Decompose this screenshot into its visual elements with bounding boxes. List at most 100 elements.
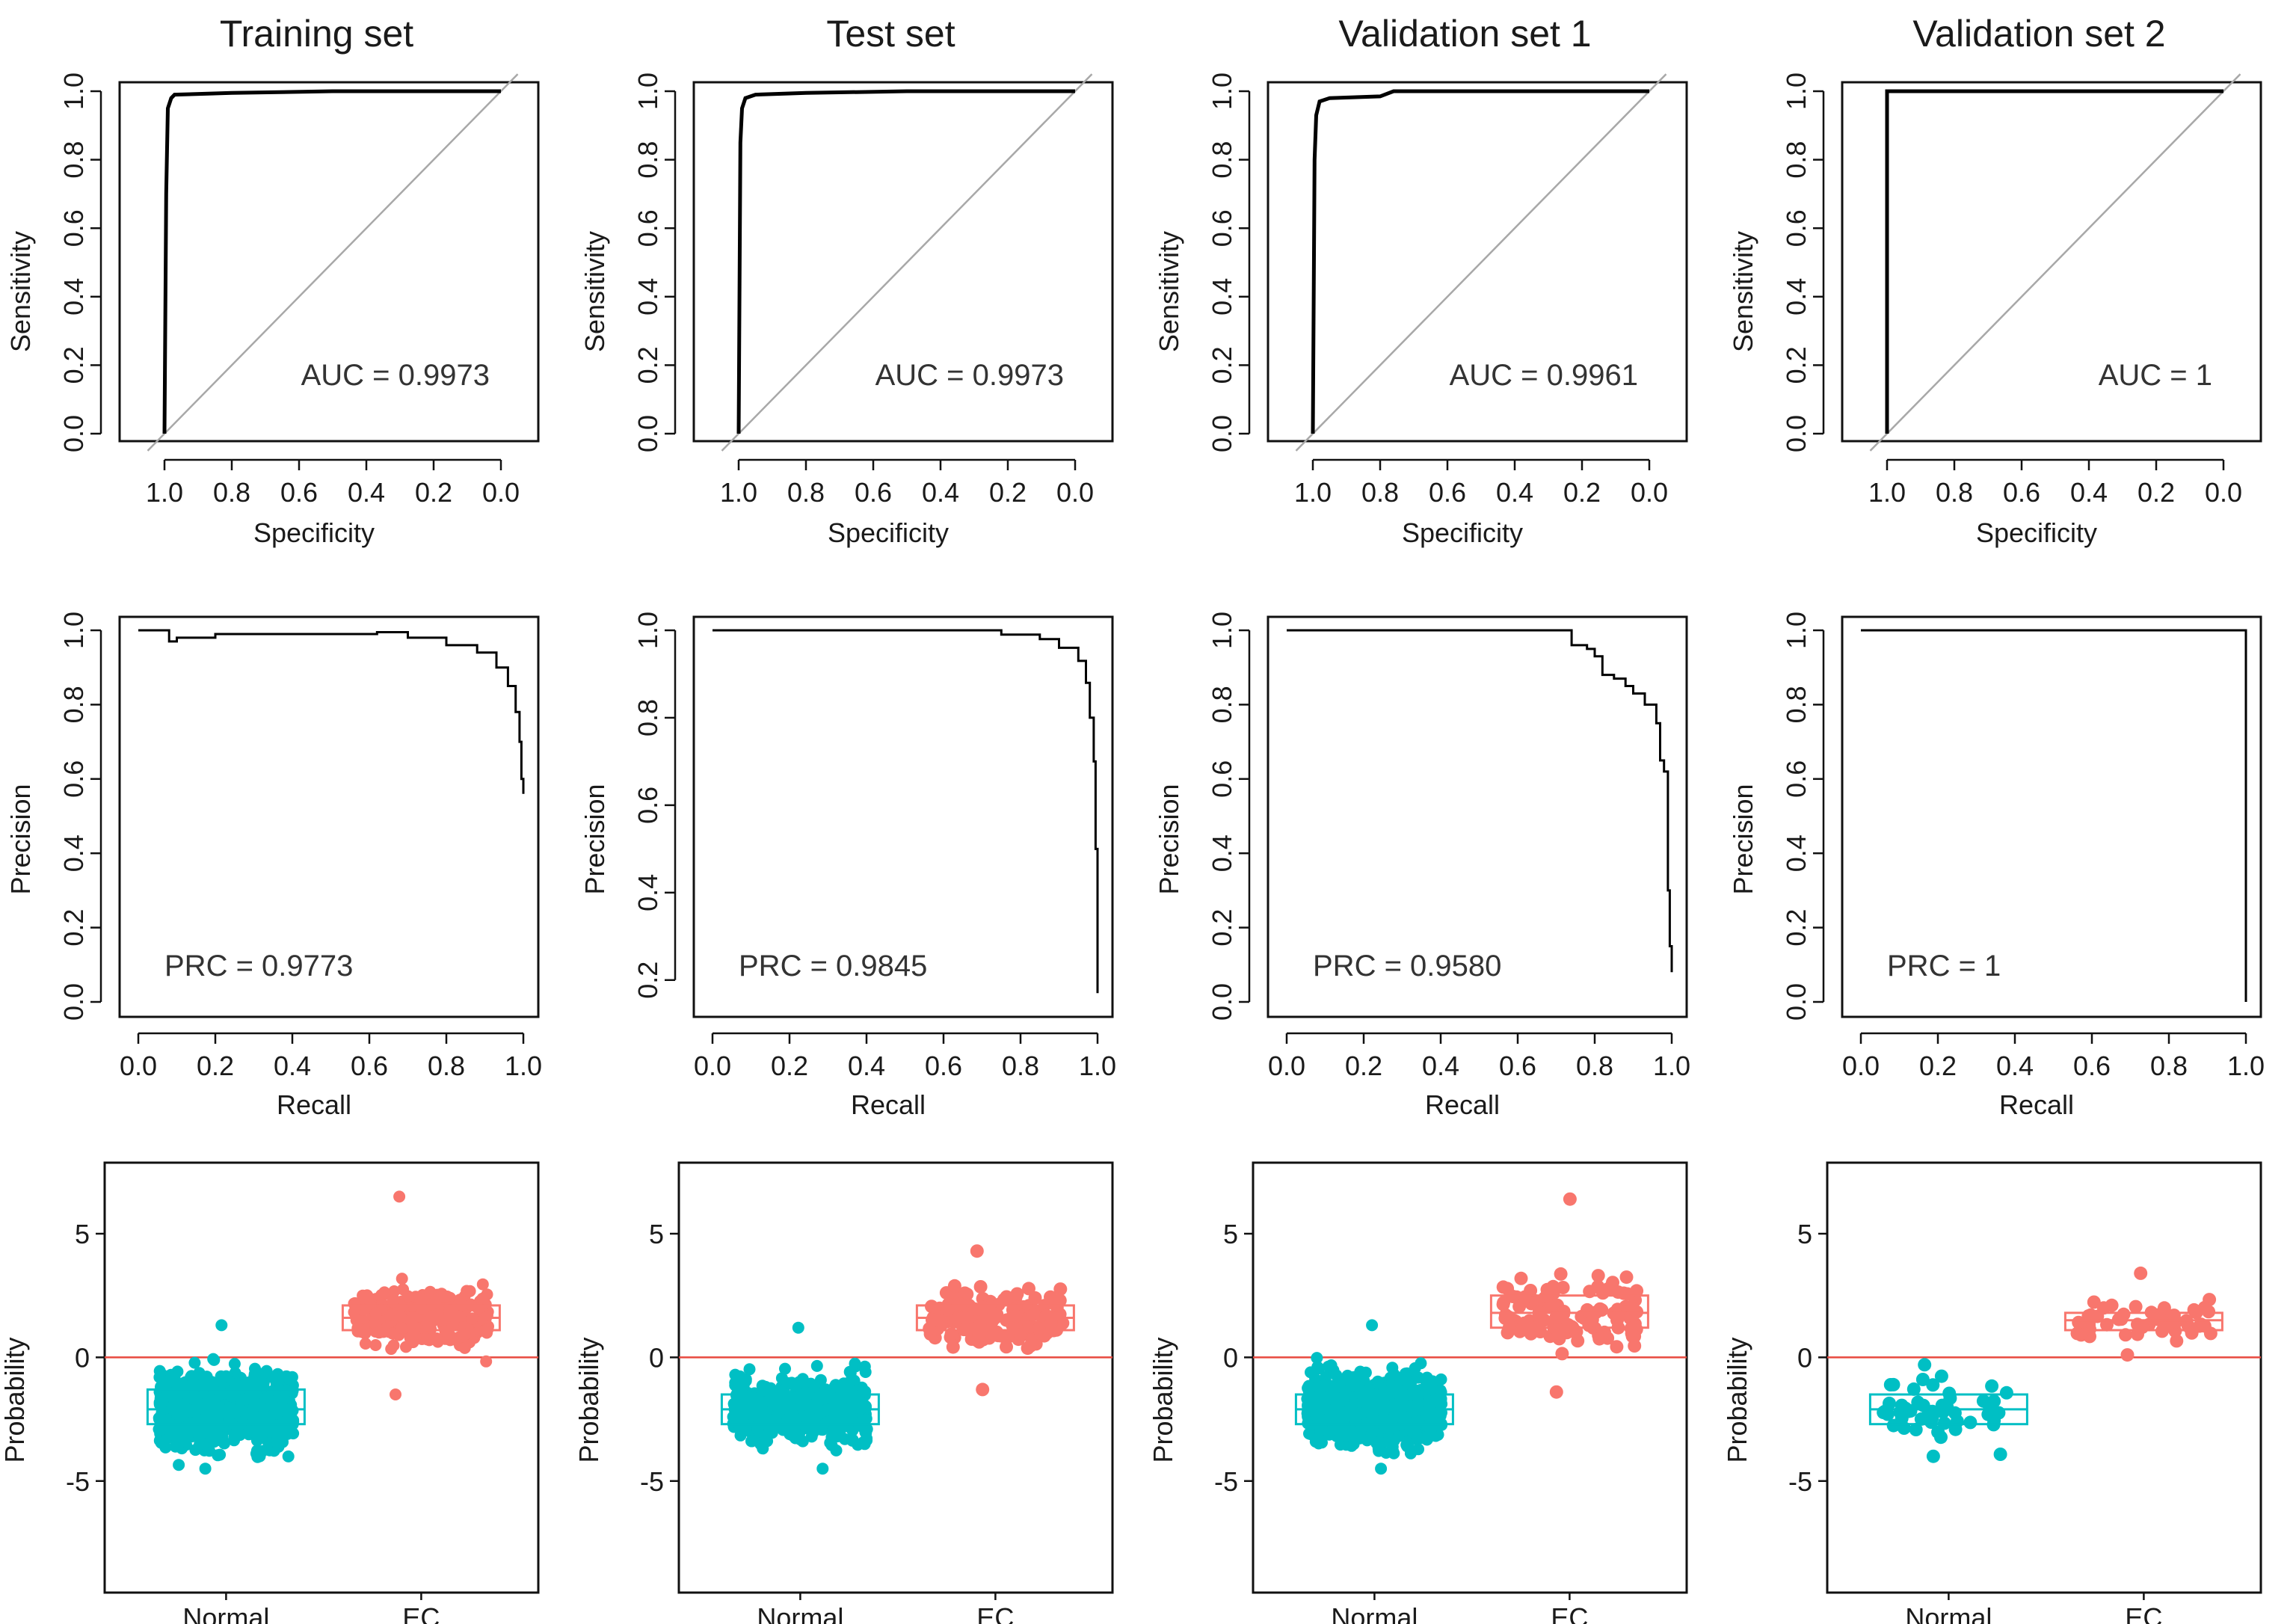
data-point (1032, 1321, 1046, 1335)
data-point (982, 1331, 997, 1345)
prc-y-tick-label: 0.8 (58, 686, 89, 723)
prc-frame (692, 615, 1114, 1018)
data-point (859, 1366, 872, 1378)
data-point (1338, 1394, 1350, 1406)
data-point (1993, 1448, 2007, 1461)
data-point (400, 1341, 412, 1353)
data-point (359, 1338, 372, 1350)
roc-diagonal (1295, 73, 1667, 452)
roc-x-tick-label: 0.8 (787, 477, 825, 508)
roc-y-tick-label: 0.8 (633, 141, 663, 179)
prc-y-label: Precision (579, 784, 610, 894)
roc-curve (162, 89, 501, 434)
data-point (1314, 1424, 1326, 1436)
data-point (794, 1433, 807, 1446)
data-point (2087, 1295, 2101, 1309)
data-point (1434, 1384, 1447, 1397)
data-point (1934, 1369, 1948, 1383)
prc-y-tick-label: 1.0 (633, 612, 663, 649)
data-point (1555, 1347, 1569, 1361)
prc-y-tick-label: 0.0 (1781, 983, 1812, 1021)
roc-y-tick-label: 1.0 (633, 73, 663, 110)
data-point (2119, 1328, 2132, 1342)
data-point (1340, 1430, 1352, 1442)
roc-y-tick-label: 0.6 (58, 209, 89, 247)
prc-y-label: Precision (1728, 784, 1758, 894)
data-point (1915, 1373, 1930, 1386)
prc-x-tick-label: 0.8 (2150, 1051, 2188, 1081)
data-point (953, 1297, 967, 1311)
data-point (1023, 1339, 1037, 1353)
roc-frame (692, 81, 1114, 443)
data-point (173, 1459, 185, 1471)
data-point (1302, 1405, 1314, 1417)
auc-annotation: AUC = 1 (2099, 359, 2212, 392)
data-point (1388, 1434, 1400, 1447)
category-label: Normal (1331, 1602, 1418, 1624)
prc-y-tick-label: 0.4 (1781, 834, 1812, 872)
points-normal (153, 1319, 300, 1475)
data-point (1620, 1287, 1634, 1301)
roc-x-tick-label: 0.0 (2205, 477, 2242, 508)
data-point (369, 1307, 382, 1319)
prc-y-tick-label: 0.4 (633, 874, 663, 911)
auc-annotation: AUC = 0.9973 (301, 359, 490, 392)
data-point (1985, 1379, 1999, 1393)
probability-y-label: Probability (573, 1337, 604, 1462)
box-ec (1489, 1294, 1649, 1329)
prc-x-tick-label: 1.0 (505, 1051, 542, 1081)
data-point (2169, 1314, 2183, 1329)
data-point (1610, 1340, 1624, 1354)
prc-plot: 0.0 0.2 0.4 0.6 0.8 1.0 0.0 0.2 0.4 0.6 0.8 1.0 Reca… (1154, 612, 1690, 1120)
roc-y-label: Sensitivity (1728, 231, 1758, 352)
data-point (193, 1367, 206, 1380)
roc-frame (1267, 81, 1688, 443)
roc-y-tick-label: 1.0 (58, 73, 89, 110)
roc-x-tick-label: 1.0 (146, 477, 183, 508)
prc-curve (1861, 629, 2247, 1002)
prc-x-tick-label: 0.6 (351, 1051, 388, 1081)
data-point (1312, 1437, 1325, 1450)
data-point (805, 1430, 818, 1443)
roc-x-tick-label: 0.8 (1361, 477, 1399, 508)
probability-y-tick-label: 5 (75, 1219, 90, 1249)
prc-plot: 0.0 0.2 0.4 0.6 0.8 1.0 0.0 0.2 0.4 0.6 0.8 1.0 Reca… (1728, 612, 2265, 1120)
data-point (282, 1410, 295, 1423)
data-point (188, 1356, 201, 1369)
category-label: Normal (757, 1602, 843, 1624)
prc-x-label: Recall (1999, 1089, 2074, 1120)
roc-curve (736, 89, 1075, 434)
data-point (461, 1285, 473, 1297)
data-point (1323, 1428, 1335, 1441)
roc-y-tick-label: 0.6 (1781, 209, 1812, 247)
points-ec (923, 1244, 1070, 1397)
roc-y-tick-label: 0.4 (1781, 278, 1812, 316)
roc-x-label: Specificity (1402, 517, 1523, 548)
data-point (393, 1190, 406, 1203)
data-point (759, 1409, 772, 1421)
data-point (253, 1450, 266, 1462)
roc-y-tick-label: 0.8 (1781, 141, 1812, 179)
data-point (182, 1428, 194, 1441)
probability-frame (677, 1161, 1114, 1594)
category-label: Normal (182, 1602, 269, 1624)
prc-x-tick-label: 0.2 (197, 1051, 234, 1081)
data-point (224, 1390, 237, 1403)
data-point (972, 1329, 986, 1343)
points-normal (727, 1321, 873, 1475)
points-ec (348, 1190, 494, 1400)
category-label: EC (2125, 1602, 2162, 1624)
data-point (1396, 1410, 1409, 1423)
data-point (1366, 1319, 1379, 1332)
data-point (422, 1320, 435, 1332)
data-point (789, 1424, 801, 1436)
data-point (815, 1424, 828, 1436)
box-normal (146, 1388, 306, 1426)
points-ec (1496, 1192, 1644, 1399)
prc-x-tick-label: 0.4 (848, 1051, 885, 1081)
data-point (1585, 1313, 1599, 1327)
data-point (743, 1363, 756, 1376)
column-title: Validation set 1 (1338, 13, 1591, 55)
prc-x-label: Recall (277, 1089, 351, 1120)
probability-frame (1826, 1161, 2262, 1594)
